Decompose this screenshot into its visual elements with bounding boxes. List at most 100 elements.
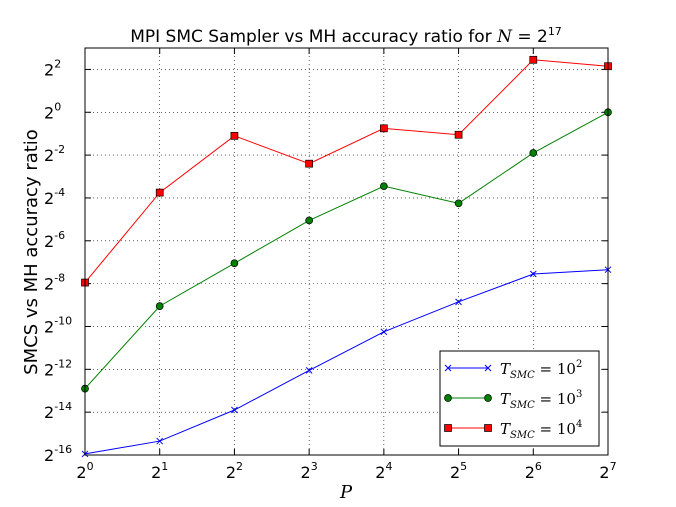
x-axis-label: P: [339, 482, 353, 503]
ticks: [84, 48, 609, 456]
data-point: [380, 182, 388, 191]
y-tick-exp: -16: [54, 443, 72, 456]
y-tick-exp: 2: [54, 57, 61, 70]
x-tick-base: 2: [301, 463, 311, 482]
title-math-var: N: [496, 27, 513, 47]
y-tick-label: 2-4: [44, 186, 65, 208]
y-tick-label: 2-10: [44, 314, 72, 336]
series-group: [81, 55, 612, 458]
y-tick-exp: -8: [54, 272, 65, 285]
x-tick-exp: 3: [311, 460, 318, 473]
y-tick-exp: -10: [54, 314, 72, 327]
y-tick-base: 2: [44, 60, 54, 79]
x-tick-base: 2: [525, 463, 535, 482]
data-point: [231, 406, 238, 414]
data-point: [444, 364, 452, 372]
y-tick-base: 2: [44, 317, 54, 336]
data-point: [305, 159, 313, 168]
y-tick-base: 2: [44, 403, 54, 422]
legend-label: TSMC = 104: [500, 419, 582, 441]
legend-item: TSMC = 104: [444, 419, 582, 441]
data-point: [155, 302, 164, 310]
chart-title: MPI SMC Sampler vs MH accuracy ratio for…: [130, 25, 562, 47]
data-point: [529, 149, 538, 157]
x-tick-exp: 4: [385, 460, 392, 473]
y-tick-base: 2: [44, 103, 54, 122]
y-tick-label: 2-16: [44, 443, 72, 465]
data-point: [529, 270, 537, 278]
y-tick-label: 2-8: [44, 272, 65, 294]
title-math-eq: = 2: [512, 27, 548, 47]
legend-item: TSMC = 102: [444, 359, 582, 381]
y-axis-label: SMCS vs MH accuracy ratio: [21, 129, 42, 375]
y-tick-base: 2: [44, 146, 54, 165]
x-tick-base: 2: [226, 463, 236, 482]
legend-label: TSMC = 102: [500, 359, 582, 381]
data-point: [155, 188, 164, 197]
data-point: [454, 130, 463, 139]
x-tick-label: 22: [226, 460, 243, 482]
x-tick-label: 25: [450, 460, 467, 482]
x-tick-exp: 6: [535, 460, 542, 473]
series-line: [84, 111, 609, 389]
x-tick-label: 24: [375, 460, 392, 482]
x-tick-exp: 5: [460, 460, 467, 473]
data-point: [380, 328, 388, 336]
y-tick-label: 2-12: [44, 357, 72, 379]
y-tick-exp: -2: [54, 143, 65, 156]
y-tick-label: 22: [44, 57, 61, 79]
y-tick-base: 2: [44, 189, 54, 208]
title-prefix: MPI SMC Sampler vs MH accuracy ratio for: [130, 27, 497, 47]
series-line: [84, 269, 609, 455]
y-tick-base: 2: [44, 360, 54, 379]
legend-label: TSMC = 103: [500, 389, 582, 411]
y-tick-base: 2: [44, 275, 54, 294]
x-tick-label: 23: [301, 460, 318, 482]
y-tick-exp: 0: [54, 100, 61, 113]
data-point: [484, 364, 492, 372]
y-tick-label: 2-6: [44, 229, 65, 251]
legend-item: TSMC = 103: [444, 389, 582, 411]
x-tick-base: 2: [599, 463, 609, 482]
x-tick-exp: 2: [236, 460, 243, 473]
y-tick-label: 2-14: [44, 400, 72, 422]
data-point: [305, 216, 313, 225]
data-point: [380, 124, 388, 133]
x-tick-label: 20: [76, 460, 93, 482]
y-tick-exp: -14: [54, 400, 72, 413]
data-point: [156, 437, 164, 445]
series-line: [84, 59, 609, 283]
x-tick-base: 2: [450, 463, 460, 482]
data-point: [230, 131, 239, 140]
x-tick-label: 21: [151, 460, 168, 482]
y-tick-label: 20: [44, 100, 61, 122]
x-tick-label: 27: [599, 460, 616, 482]
y-tick-base: 2: [44, 446, 54, 465]
x-tick-exp: 1: [161, 460, 168, 473]
title-math-exp: 17: [548, 25, 562, 38]
y-tick-exp: -12: [54, 357, 72, 370]
y-tick-base: 2: [44, 232, 54, 251]
data-point: [454, 199, 463, 208]
data-point: [484, 394, 492, 402]
x-tick-exp: 0: [87, 460, 94, 473]
x-tick-exp: 7: [610, 460, 617, 473]
x-tick-base: 2: [76, 463, 86, 482]
data-point: [484, 424, 492, 432]
x-tick-base: 2: [151, 463, 161, 482]
y-tick-exp: -4: [54, 186, 65, 199]
series-1: [81, 266, 612, 458]
data-point: [455, 298, 462, 306]
data-point: [444, 394, 452, 402]
series-2: [81, 108, 612, 393]
data-point: [444, 424, 452, 432]
x-tick-label: 26: [525, 460, 542, 482]
plot-frame: [84, 47, 609, 456]
data-point: [305, 367, 313, 374]
data-point: [230, 259, 239, 268]
legend: TSMC = 102 TSMC = 103 TSMC = 104: [439, 350, 600, 447]
x-tick-labels: 20 21 22 23 24 25 26 27: [76, 460, 616, 482]
x-tick-base: 2: [375, 463, 385, 482]
